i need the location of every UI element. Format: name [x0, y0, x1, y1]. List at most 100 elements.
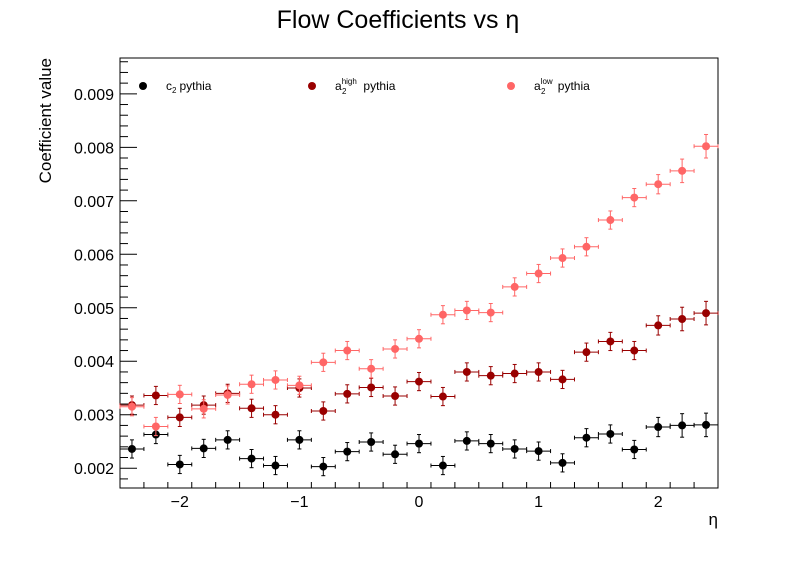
data-point	[199, 404, 208, 413]
data-point	[199, 444, 208, 453]
y-tick-label: 0.005	[74, 301, 114, 318]
x-tick-label: 1	[534, 494, 543, 511]
series-3	[119, 133, 719, 437]
data-point	[127, 444, 136, 453]
data-point	[534, 269, 543, 278]
data-point	[175, 413, 184, 422]
series-layer	[119, 133, 719, 477]
data-point	[678, 166, 687, 175]
data-point	[438, 461, 447, 470]
data-point	[630, 193, 639, 202]
data-point	[247, 454, 256, 463]
y-axis-title: Coefficient value	[36, 58, 55, 183]
data-point	[486, 371, 495, 380]
data-point	[343, 389, 352, 398]
data-point	[510, 282, 519, 291]
legend-entry-1: c2 pythia	[139, 79, 212, 95]
y-tick-label: 0.003	[74, 408, 114, 425]
data-point	[678, 314, 687, 323]
x-tick-label: −1	[290, 494, 308, 511]
x-tick-label: 0	[415, 494, 424, 511]
data-point	[247, 404, 256, 413]
y-tick-label: 0.002	[74, 461, 114, 478]
data-point	[415, 377, 423, 386]
data-point	[702, 142, 711, 151]
y-tick-label: 0.006	[74, 247, 114, 264]
data-point	[391, 344, 400, 353]
legend-marker	[139, 82, 147, 90]
data-point	[391, 450, 400, 459]
data-point	[415, 439, 423, 448]
data-point	[415, 334, 423, 343]
series-1	[119, 412, 719, 477]
data-point	[582, 348, 591, 357]
chart-title: Flow Coefficients vs η	[277, 6, 520, 34]
data-point	[319, 462, 328, 471]
data-point	[295, 435, 304, 444]
data-point	[510, 444, 519, 453]
data-point	[175, 390, 184, 399]
y-tick-label: 0.004	[74, 354, 114, 371]
data-point	[271, 410, 280, 419]
data-point	[534, 447, 543, 456]
data-point	[367, 383, 376, 392]
data-point	[247, 380, 256, 389]
data-point	[654, 423, 663, 432]
data-point	[151, 391, 160, 400]
y-tick-label: 0.009	[74, 87, 114, 104]
data-point	[654, 180, 663, 189]
data-point	[702, 309, 711, 318]
x-tick-label: −2	[171, 494, 189, 511]
x-axis-title: η	[709, 510, 718, 529]
data-point	[486, 308, 495, 317]
legend-label: alow 2 pythia	[534, 77, 590, 96]
data-point	[678, 421, 687, 430]
data-point	[510, 369, 519, 378]
data-point	[606, 337, 615, 346]
data-point	[319, 358, 328, 367]
axes: −2 −1 0 1 2 0.002 0.003 0.004 0.005 0.006 0.007 0.0…	[74, 61, 719, 511]
data-point	[558, 254, 567, 263]
data-point	[343, 346, 352, 355]
legend-marker	[308, 82, 316, 90]
data-point	[438, 392, 447, 401]
legend: c2 pythia ahigh 2 pythia alow 2 pythia	[139, 77, 590, 96]
data-point	[606, 216, 615, 225]
data-point	[223, 390, 232, 399]
data-point	[271, 375, 280, 384]
data-point	[223, 435, 232, 444]
y-tick-label: 0.008	[74, 140, 114, 157]
data-point	[558, 375, 567, 384]
legend-entry-2: ahigh 2 pythia	[308, 77, 396, 96]
legend-label: ahigh 2 pythia	[335, 77, 396, 96]
data-point	[606, 429, 615, 438]
data-point	[702, 420, 711, 429]
data-point	[438, 310, 447, 319]
data-point	[295, 381, 304, 390]
data-point	[127, 402, 136, 411]
data-point	[462, 306, 471, 315]
legend-entry-3: alow 2 pythia	[507, 77, 590, 96]
data-point	[630, 346, 639, 355]
plot-frame	[119, 57, 719, 489]
data-point	[486, 439, 495, 448]
data-point	[319, 406, 328, 415]
data-point	[175, 460, 184, 469]
legend-label: c2 pythia	[166, 79, 212, 95]
data-point	[151, 422, 160, 431]
data-point	[462, 367, 471, 376]
data-point	[582, 242, 591, 251]
data-point	[654, 321, 663, 330]
data-point	[391, 392, 400, 401]
data-point	[271, 461, 280, 470]
data-point	[462, 436, 471, 445]
data-point	[534, 367, 543, 376]
legend-marker	[507, 82, 515, 90]
data-point	[630, 445, 639, 454]
x-tick-label: 2	[654, 494, 663, 511]
y-tick-label: 0.007	[74, 194, 114, 211]
data-point	[343, 447, 352, 456]
data-point	[367, 438, 376, 447]
data-point	[367, 364, 376, 373]
